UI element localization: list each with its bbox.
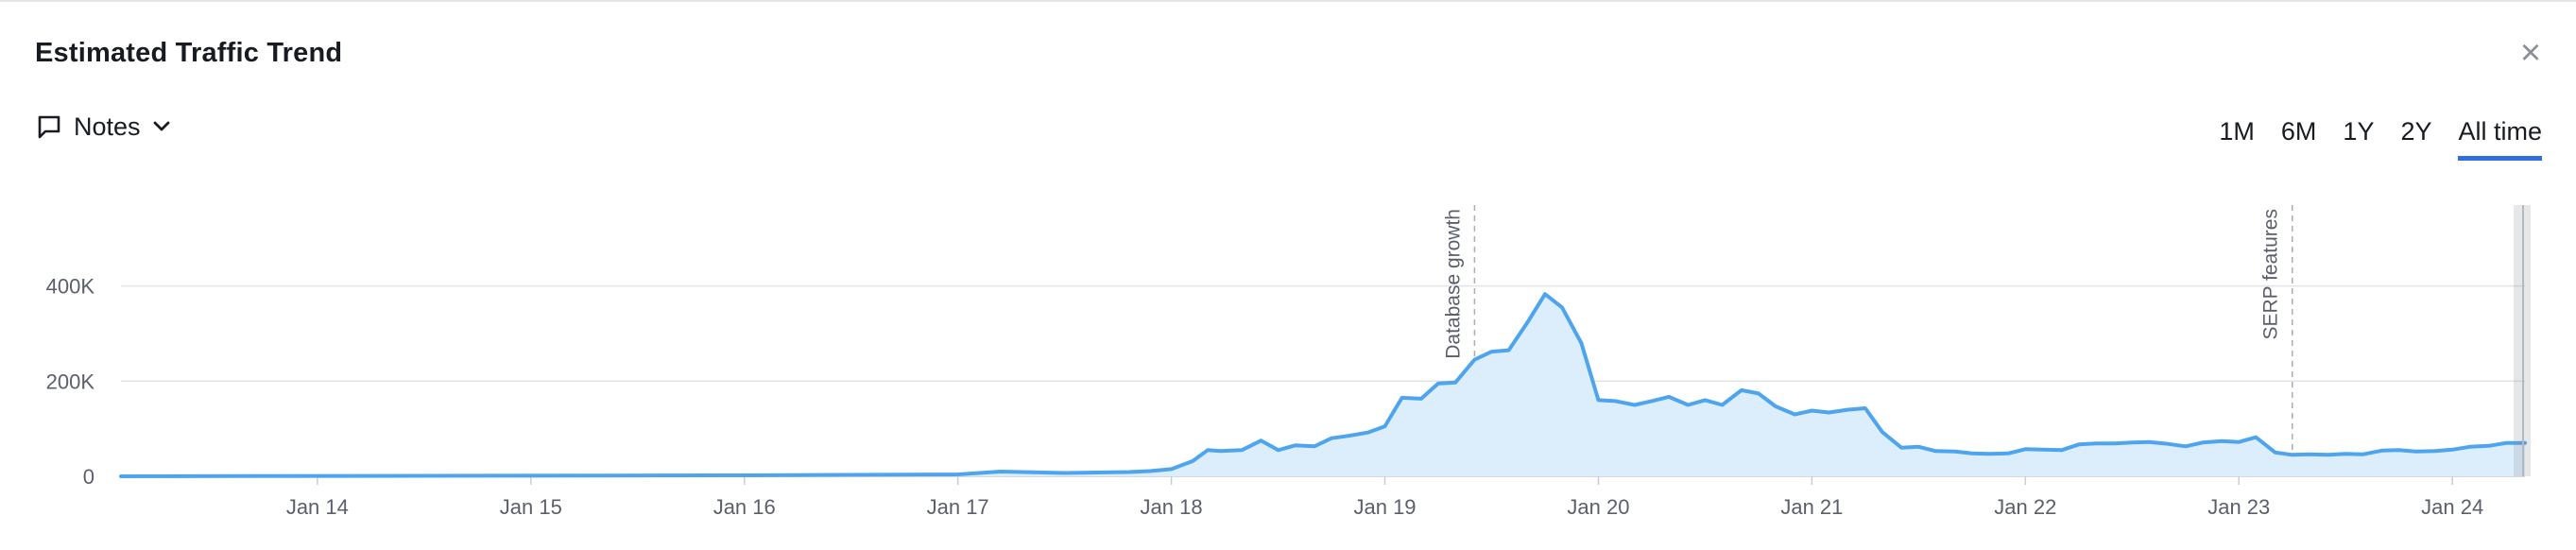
chevron-down-icon (152, 120, 171, 133)
series-area (121, 294, 2525, 476)
range-tab-1m[interactable]: 1M (2219, 117, 2255, 146)
x-tick-label: Jan 20 (1567, 495, 1629, 515)
annotation-label: SERP features (2260, 209, 2282, 340)
x-tick-label: Jan 16 (713, 495, 776, 515)
x-tick-label: Jan 19 (1353, 495, 1416, 515)
series-line (119, 292, 2527, 478)
top-border (0, 0, 2576, 2)
x-tick-label: Jan 24 (2421, 495, 2483, 515)
x-tick-label: Jan 23 (2207, 495, 2270, 515)
range-tab-2y[interactable]: 2Y (2400, 117, 2432, 146)
x-tick-label: Jan 15 (500, 495, 562, 515)
close-icon[interactable]: × (2519, 33, 2542, 73)
x-tick-label: Jan 22 (1994, 495, 2056, 515)
notes-label: Notes (74, 112, 141, 141)
annotation-label: Database growth (1442, 209, 1464, 359)
y-tick-label: 200K (46, 370, 95, 393)
range-tab-1y[interactable]: 1Y (2343, 117, 2375, 146)
x-tick-label: Jan 17 (927, 495, 989, 515)
x-tick-label: Jan 14 (286, 495, 349, 515)
notes-button[interactable]: Notes (36, 110, 171, 144)
panel-title: Estimated Traffic Trend (35, 38, 343, 68)
time-range-tabs: 1M 6M 1Y 2Y All time (2219, 117, 2542, 161)
traffic-chart: 0 200K 400K Jan 14 Jan 15 Jan 16 Jan 17 Jan 18 J… (46, 205, 2531, 515)
range-tab-all-time[interactable]: All time (2458, 117, 2542, 161)
comment-icon (36, 113, 62, 140)
x-tick-label: Jan 18 (1141, 495, 1203, 515)
y-tick-label: 0 (83, 465, 94, 489)
x-tick-label: Jan 21 (1780, 495, 1843, 515)
y-tick-label: 400K (46, 275, 95, 299)
range-tab-6m[interactable]: 6M (2280, 117, 2317, 146)
